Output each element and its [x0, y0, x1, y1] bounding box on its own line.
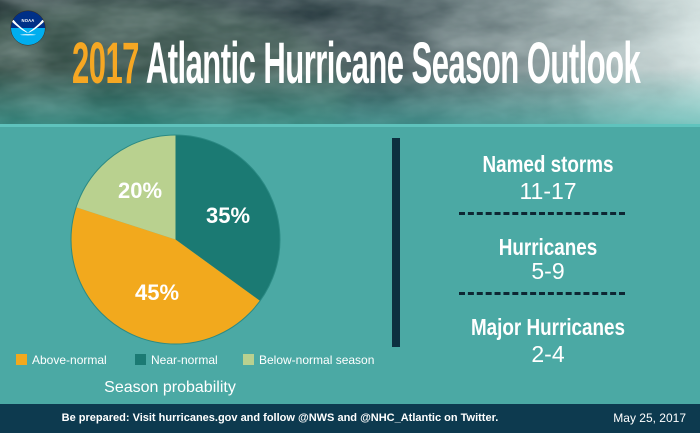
svg-text:20%: 20% — [118, 178, 162, 203]
svg-text:NOAA: NOAA — [22, 18, 35, 23]
svg-text:45%: 45% — [135, 280, 179, 305]
svg-text:35%: 35% — [206, 203, 250, 228]
